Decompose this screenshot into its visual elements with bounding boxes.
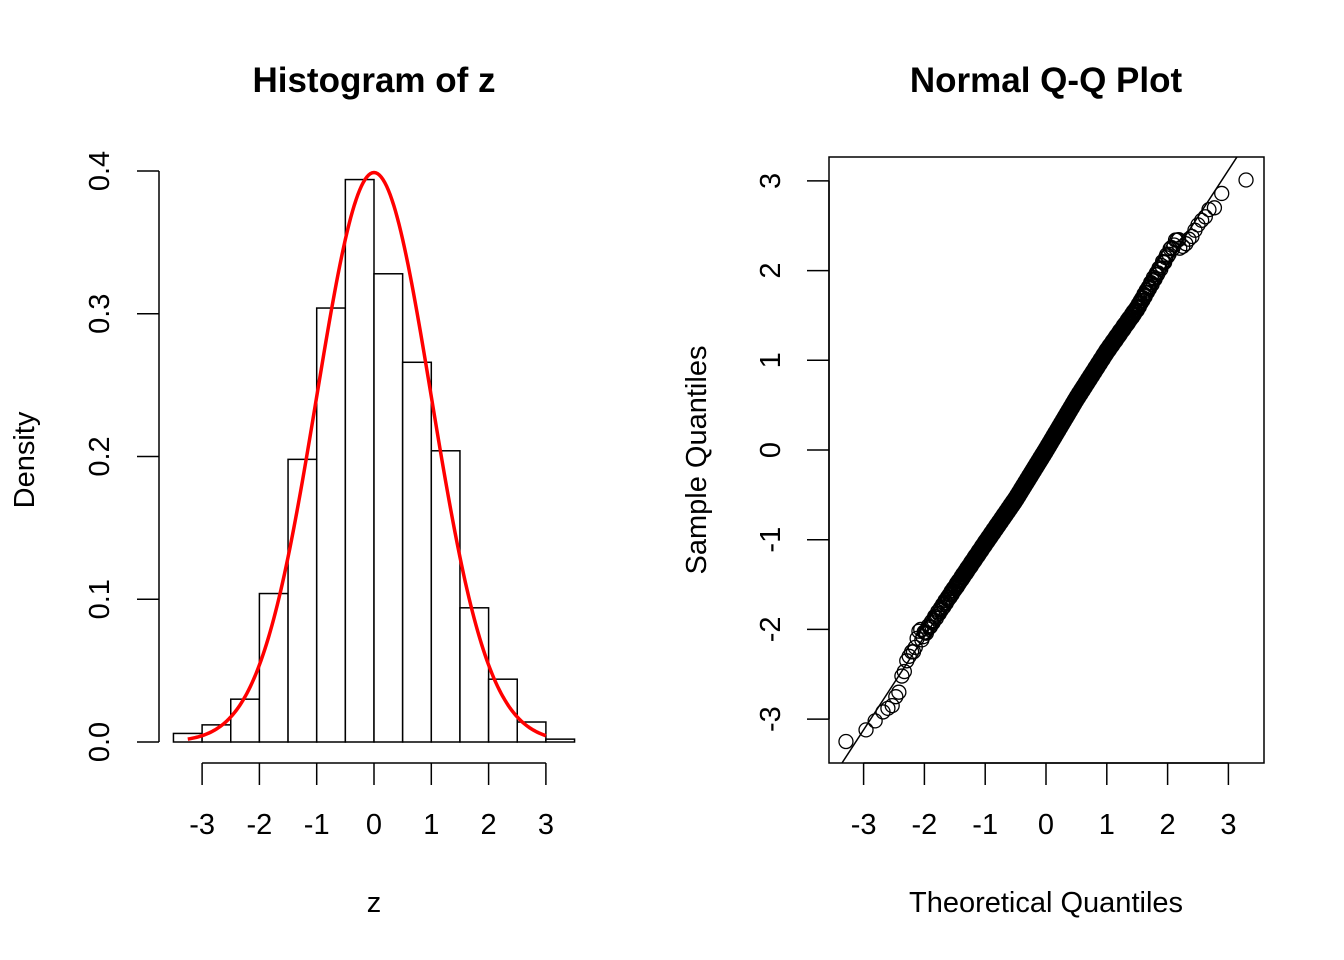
histogram-bar bbox=[516, 721, 547, 743]
histogram-y-tick-label: 0.1 bbox=[84, 579, 116, 619]
qq-y-tick-label: -3 bbox=[755, 706, 787, 732]
qq-x-tick-label: 3 bbox=[1220, 809, 1236, 841]
qq-point bbox=[891, 684, 907, 700]
qq-x-tick-label: -1 bbox=[972, 809, 998, 841]
histogram-x-axis: -3 -2 -1 0 1 2 3 bbox=[189, 762, 554, 841]
density-curve bbox=[187, 170, 547, 741]
qq-point bbox=[1238, 172, 1254, 188]
histogram-bar bbox=[545, 738, 576, 743]
qq-points bbox=[838, 172, 1254, 750]
qq-y-tick-label: -1 bbox=[755, 527, 787, 553]
qq-point bbox=[880, 700, 896, 716]
qq-y-tick-label: 2 bbox=[755, 263, 787, 279]
histogram-title: Histogram of z bbox=[252, 61, 495, 100]
histogram-bars bbox=[172, 178, 576, 743]
histogram-x-tick-label: 2 bbox=[481, 809, 497, 841]
qq-y-tick-label: 0 bbox=[755, 442, 787, 458]
histogram-x-label: z bbox=[367, 887, 382, 919]
histogram-x-tick-label: -3 bbox=[189, 809, 215, 841]
qq-panel: Normal Q-Q Plot Theoretical Quantiles Sa… bbox=[681, 61, 1265, 919]
qq-x-axis: -3 -2 -1 0 1 2 3 bbox=[851, 762, 1236, 841]
qq-point bbox=[888, 689, 904, 705]
histogram-bar bbox=[430, 450, 461, 743]
histogram-y-tick-label: 0.2 bbox=[84, 436, 116, 476]
histogram-bar bbox=[287, 458, 318, 743]
histogram-x-tick-label: 1 bbox=[423, 809, 439, 841]
density-curve-group bbox=[187, 170, 547, 741]
qq-point bbox=[896, 663, 912, 680]
qq-point bbox=[911, 623, 927, 639]
qq-y-tick-label: 3 bbox=[755, 173, 787, 189]
qq-x-tick-label: 2 bbox=[1160, 809, 1176, 841]
qq-y-tick-label: -2 bbox=[755, 617, 787, 643]
histogram-bar bbox=[373, 273, 404, 743]
histogram-x-tick-label: -2 bbox=[247, 809, 273, 841]
qq-y-label: Sample Quantiles bbox=[681, 346, 713, 575]
qq-point bbox=[1214, 185, 1230, 202]
qq-x-tick-label: 1 bbox=[1099, 809, 1115, 841]
qq-point bbox=[907, 639, 923, 655]
histogram-y-tick-label: 0.4 bbox=[84, 151, 116, 191]
histogram-y-axis: 0.0 0.1 0.2 0.3 0.4 bbox=[84, 151, 160, 762]
histogram-panel: Histogram of z z Density -3 -2 -1 0 1 2 3 0.00… bbox=[9, 61, 576, 919]
qq-point bbox=[858, 722, 874, 738]
qq-point bbox=[909, 630, 925, 647]
histogram-y-tick-label: 0.3 bbox=[84, 294, 116, 334]
qq-y-tick-label: 1 bbox=[755, 352, 787, 368]
histogram-x-tick-label: 0 bbox=[366, 809, 382, 841]
qq-point bbox=[884, 697, 900, 714]
qq-point bbox=[913, 621, 929, 638]
qq-point bbox=[838, 733, 854, 750]
qq-x-tick-label: 0 bbox=[1038, 809, 1054, 841]
qq-title: Normal Q-Q Plot bbox=[910, 61, 1183, 100]
histogram-bar bbox=[230, 698, 261, 743]
histogram-y-tick-label: 0.0 bbox=[84, 722, 116, 762]
qq-point bbox=[1194, 212, 1210, 229]
qq-y-axis: -3 -2 -1 0 1 2 3 bbox=[755, 173, 830, 732]
histogram-bar bbox=[401, 361, 433, 743]
qq-x-tick-label: -2 bbox=[912, 809, 938, 841]
histogram-bar bbox=[344, 178, 375, 743]
qq-point bbox=[1206, 200, 1223, 216]
histogram-x-tick-label: -1 bbox=[304, 809, 330, 841]
qq-point bbox=[867, 713, 883, 729]
histogram-x-tick-label: 3 bbox=[538, 809, 554, 841]
qq-x-tick-label: -3 bbox=[851, 809, 877, 841]
qq-point bbox=[1197, 209, 1213, 225]
qq-x-label: Theoretical Quantiles bbox=[909, 887, 1183, 919]
histogram-y-label: Density bbox=[9, 411, 41, 508]
histogram-bar bbox=[459, 607, 490, 743]
